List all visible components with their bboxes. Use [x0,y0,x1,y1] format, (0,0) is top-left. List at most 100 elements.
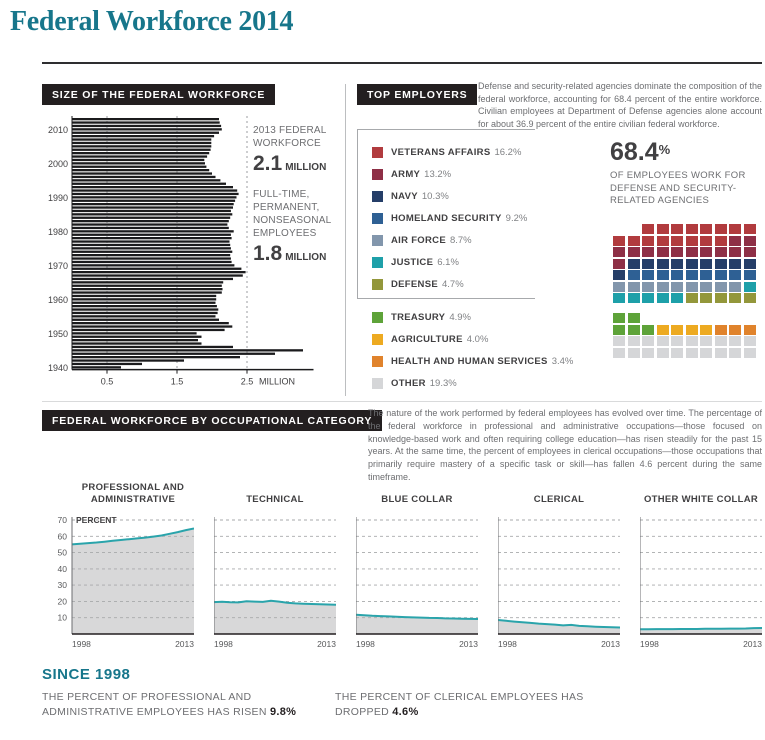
waffle-cell [743,247,756,257]
waffle-cell [729,258,741,269]
waffle-cell [656,347,669,358]
waffle-cell [627,235,640,246]
year-bar [72,315,216,318]
x-start-label: 1998 [356,639,375,649]
legend-item: NAVY 10.3% [372,185,535,207]
year-bar [72,121,220,124]
waffle-cell [685,347,698,358]
x-end-label: 2013 [601,639,620,649]
legend-swatch [372,311,383,323]
x-start-label: 1998 [72,639,91,649]
year-bar [72,138,212,141]
waffle-cell [613,324,625,335]
y-tick-label: 30 [58,580,68,590]
mini-chart-title: PROFESSIONAL AND ADMINISTRATIVE [81,482,185,506]
year-bar [72,366,121,369]
legend-swatch [372,355,383,367]
callout-label: 2013 FEDERAL WORKFORCE [253,125,327,149]
legend-label: VETERANS AFFAIRS [391,146,491,158]
mini-chart-technical: TECHNICAL 1998 2013 [214,476,336,652]
y-tick-label: 10 [58,613,68,623]
trend-line [214,599,336,606]
waffle-cell [700,258,712,269]
year-bar [72,294,217,298]
legend-item: DEFENSE 4.7% [372,273,535,295]
waffle-cell [714,281,727,292]
year-bar [72,342,202,345]
year-bar [72,254,231,257]
waffle-cell [642,347,654,358]
waffle-cell [700,281,712,292]
waffle-cell [671,336,683,346]
mini-chart-professional-and-administrative: PROFESSIONAL AND ADMINISTRATIVE 10 20 30 40 5… [42,476,194,652]
legend-value: 4.7% [441,278,464,290]
legend-item: AGRICULTURE 4.0% [372,328,573,350]
year-bar [72,233,231,236]
waffle-cell [700,224,712,234]
legend-value: 10.3% [421,190,449,202]
waffle-cell [642,224,654,234]
waffle-cell [714,293,727,303]
trend-line [498,619,620,629]
year-bar [72,169,210,172]
waffle-cell [743,293,756,303]
top-employers-header: TOP EMPLOYERS [357,84,478,105]
size-section-header: SIZE OF THE FEDERAL WORKFORCE [42,84,276,105]
legend-swatch [372,212,383,224]
legend-item: TREASURY 4.9% [372,306,573,328]
year-bar [72,186,233,189]
year-bar [72,352,275,355]
top-divider [42,62,762,64]
waffle-cell [685,324,698,335]
waffle-cell [671,347,683,358]
waffle-cell [656,281,669,292]
legend-value: 6.1% [437,256,459,268]
legend-label: AIR FORCE [391,234,446,246]
waffle-cell [642,281,654,292]
year-bar [72,311,218,315]
mini-chart-title: BLUE COLLAR [381,494,453,506]
other-legend: TREASURY 4.9% AGRICULTURE 4.0% HEALTH AND HU… [357,306,573,394]
y-tick-label: 50 [58,548,68,558]
year-bar [72,226,229,230]
y-unit-label: PERCENT [76,515,117,525]
year-bar [72,152,210,155]
waffle-cell [700,293,712,303]
waffle-cell [700,324,712,335]
vertical-divider [345,84,346,396]
year-bar [72,264,235,267]
stat-text: THE PERCENT OF PROFESSIONAL AND ADMINIST… [42,691,267,718]
workforce-callouts: 2013 FEDERAL WORKFORCE 2.1 MILLION FULL-T… [253,124,348,278]
mini-chart-other-white-collar: OTHER WHITE COLLAR 1998 2013 [640,476,762,652]
waffle-cell [656,258,669,269]
x-start-label: 1998 [640,639,659,649]
waffle-cell [671,258,683,269]
waffle-cell [743,235,756,246]
year-bar [72,301,216,304]
waffle-cell [729,224,741,234]
waffle-cell [714,224,727,234]
year-bar [72,359,184,362]
legend-label: OTHER [391,377,426,389]
mini-chart-title: OTHER WHITE COLLAR [643,494,759,506]
waffle-cell [685,235,698,246]
waffle-cell [714,258,727,269]
waffle-cell [743,336,756,346]
year-bar [72,260,232,264]
waffle-cell [627,258,640,269]
year-bar [72,281,224,284]
legend-value: 19.3% [429,377,457,389]
year-bar [72,349,303,352]
stat-text: THE PERCENT OF CLERICAL EMPLOYEES HAS DR… [335,691,584,718]
year-bar [72,220,229,223]
waffle-cell [656,270,669,280]
waffle-cell [613,293,625,303]
year-bar [72,165,207,168]
waffle-cell [627,270,640,280]
defense-share-stat: 68.4% OF EMPLOYEES WORK FOR DEFENSE AND … [610,138,755,208]
stat-value: 9.8% [269,705,297,718]
callout-value-row: 1.8 MILLION [253,242,348,266]
year-bar [72,243,231,247]
waffle-cell [729,293,741,303]
